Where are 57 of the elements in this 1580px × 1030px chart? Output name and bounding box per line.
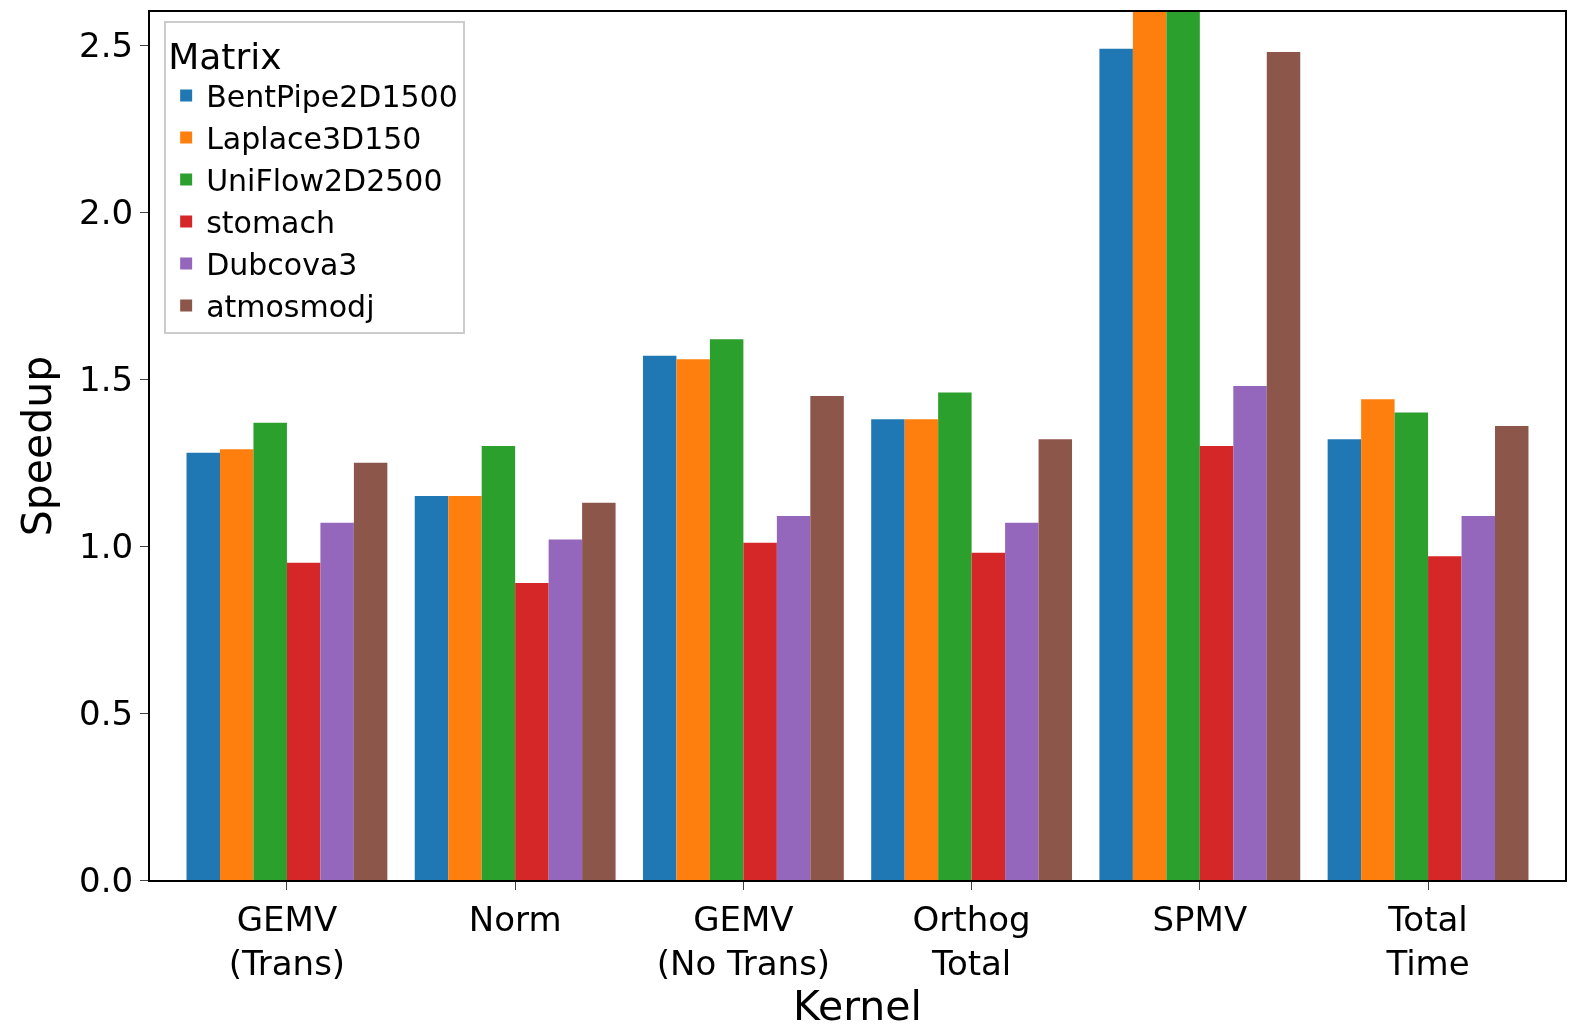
bar xyxy=(642,355,677,880)
bar xyxy=(186,452,220,880)
bar xyxy=(776,516,811,880)
bar xyxy=(676,359,710,880)
bar xyxy=(938,392,972,880)
bar xyxy=(414,496,449,880)
bar xyxy=(743,542,777,880)
bar xyxy=(1005,522,1039,880)
x-tick-label: Norm xyxy=(468,898,562,939)
bar xyxy=(1394,412,1429,880)
bar xyxy=(515,582,549,880)
bar xyxy=(353,462,388,880)
bar xyxy=(1099,48,1133,880)
x-axis-title: Kernel xyxy=(793,982,922,1030)
y-tick-label: 2.5 xyxy=(79,25,134,66)
legend-title: Matrix xyxy=(168,36,282,78)
bar xyxy=(1132,12,1167,880)
bar xyxy=(1199,446,1234,880)
y-tick-label: 0.0 xyxy=(79,859,134,900)
bar xyxy=(253,422,287,880)
legend-label: UniFlow2D2500 xyxy=(206,163,443,199)
bar xyxy=(1038,439,1073,880)
bar xyxy=(1495,425,1529,880)
bar xyxy=(1361,399,1395,880)
legend-label: atmosmodj xyxy=(206,289,375,325)
x-tick-label: Total Time xyxy=(1385,898,1470,983)
legend-label: Dubcova3 xyxy=(206,247,358,283)
x-tick-label: Orthog Total xyxy=(912,898,1031,983)
bar xyxy=(709,339,744,880)
bar xyxy=(810,395,844,880)
bar xyxy=(1327,439,1362,880)
bar xyxy=(871,419,905,880)
y-tick-label: 1.0 xyxy=(79,526,134,567)
bar xyxy=(904,419,939,880)
bar xyxy=(219,449,254,880)
bar xyxy=(1233,385,1267,880)
bar xyxy=(286,562,321,880)
bar xyxy=(548,539,583,880)
bar xyxy=(1266,52,1301,880)
bar xyxy=(320,522,354,880)
x-tick-label: GEMV (No Trans) xyxy=(656,898,831,983)
x-tick-label: SPMV xyxy=(1152,898,1248,939)
bar xyxy=(971,552,1006,880)
bar xyxy=(481,446,516,880)
bar xyxy=(448,496,482,880)
y-axis-title: Speedup xyxy=(12,355,61,537)
bar xyxy=(1166,12,1200,880)
x-tick-label: GEMV (Trans) xyxy=(228,898,346,983)
y-tick-label: 2.0 xyxy=(79,192,134,233)
bar xyxy=(582,502,616,880)
legend-label: Laplace3D150 xyxy=(206,121,422,157)
legend-label: stomach xyxy=(206,205,336,241)
bar xyxy=(1428,556,1462,880)
y-tick-label: 1.5 xyxy=(79,359,134,400)
y-tick-label: 0.5 xyxy=(79,692,134,733)
legend-label: BentPipe2D1500 xyxy=(206,79,458,115)
bar xyxy=(1461,516,1496,880)
